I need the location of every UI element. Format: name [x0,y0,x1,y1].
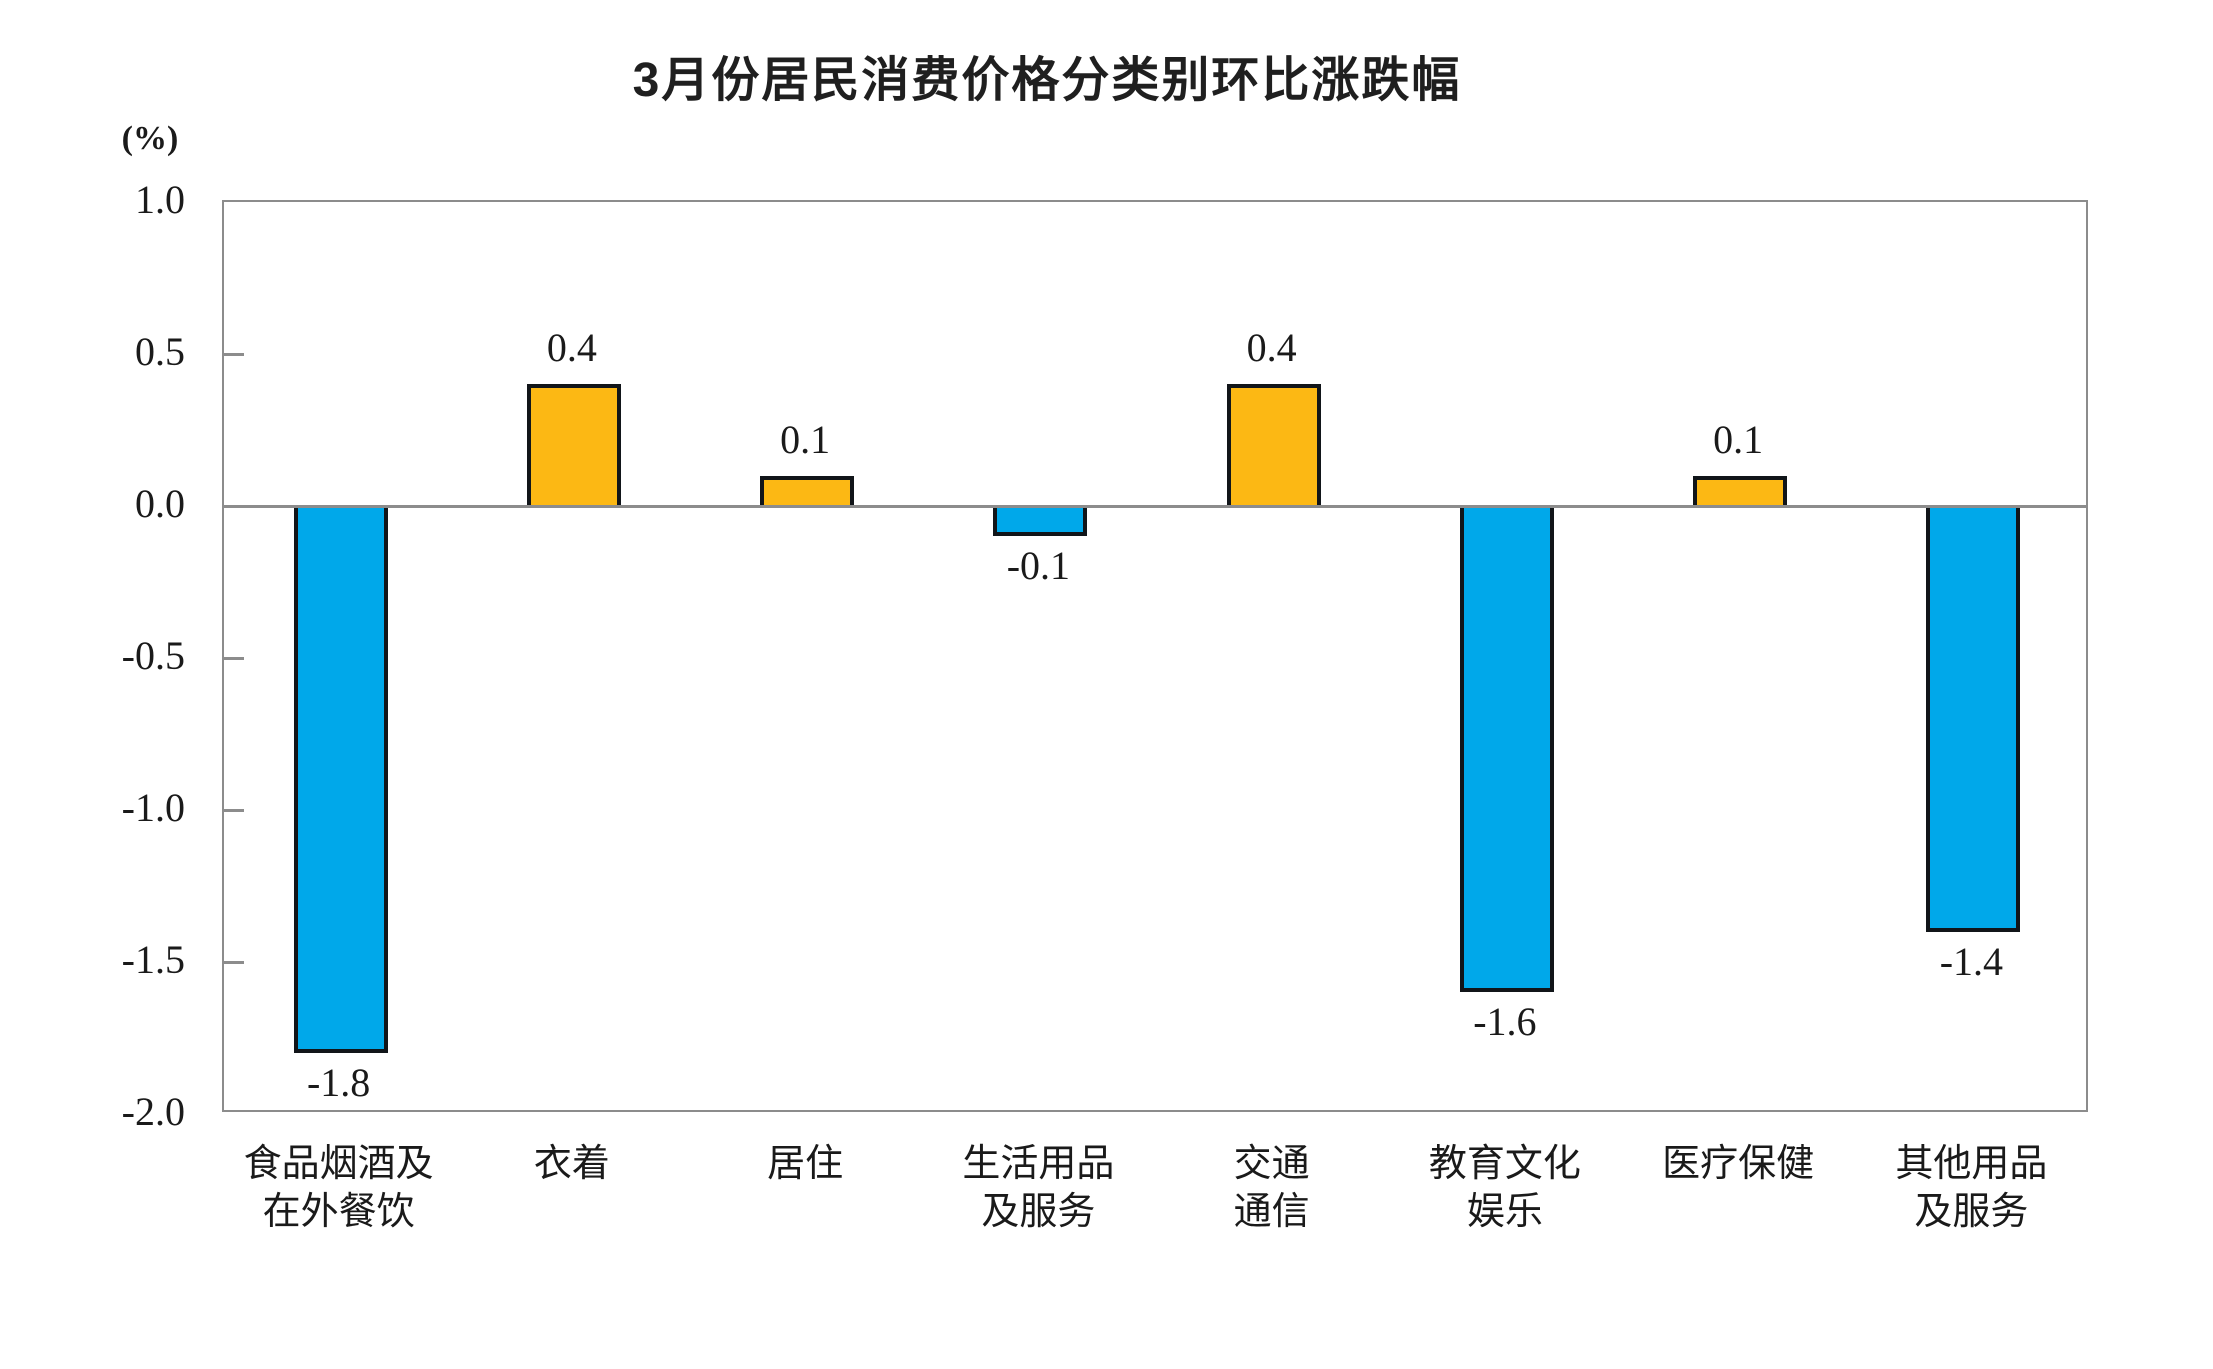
y-axis-tick-label: -1.5 [121,937,185,982]
y-axis-tick [224,808,244,812]
y-axis-unit-label: (%) [121,120,179,157]
x-axis-label-line: 交通 [1233,1143,1310,1185]
x-axis-label: 衣着 [412,1140,732,1188]
zero-line [224,504,2086,508]
bar-value-label: -1.6 [1473,999,1537,1045]
x-axis-label: 其他用品 及服务 [1811,1140,2131,1236]
bar-value-label: 0.4 [1246,325,1297,371]
y-axis-tick [224,960,244,964]
x-axis-label-line: 居住 [767,1143,844,1185]
bar-value-label: -1.8 [306,1060,371,1106]
bar [526,384,621,506]
x-axis-label-line: 食品烟酒及 [243,1143,434,1185]
y-axis-tick-label: -2.0 [121,1089,185,1134]
bar [293,506,388,1054]
x-axis-label: 食品烟酒及 在外餐饮 [179,1140,499,1236]
bar [760,475,855,506]
x-axis-label: 交通 通信 [1112,1140,1432,1236]
bar [1693,475,1788,506]
y-axis-tick-label: -0.5 [121,633,185,678]
x-axis-label-line: 及服务 [981,1191,1096,1233]
x-axis-label-line: 生活用品 [962,1143,1115,1185]
x-axis-label-line: 教育文化 [1428,1143,1581,1185]
chart-title: 3月份居民消费价格分类别环比涨跌幅 [632,54,1462,107]
bar-value-label: -0.1 [1006,543,1071,589]
x-axis-label-line: 其他用品 [1895,1143,2048,1185]
y-axis-tick-label: 1.0 [135,177,185,222]
bar-value-label: 0.4 [546,325,597,371]
y-axis-tick-label: -1.0 [121,785,185,830]
x-axis-label: 医疗保健 [1578,1140,1898,1188]
x-axis-label-line: 及服务 [1914,1191,2029,1233]
x-axis-label: 教育文化 娱乐 [1345,1140,1665,1236]
x-axis-label: 生活用品 及服务 [878,1140,1198,1236]
x-axis-label-line: 衣着 [533,1143,610,1185]
bar [1226,384,1321,506]
bar-value-label: 0.1 [1713,416,1764,462]
x-axis-label-line: 通信 [1233,1191,1310,1233]
bar [1459,506,1554,993]
bar [1926,506,2021,932]
y-axis-tick-label: 0.5 [135,329,185,374]
bar-value-label: -1.4 [1939,938,2004,984]
y-axis-tick [224,352,244,356]
plot-area [222,200,2088,1112]
y-axis-tick-label: 0.0 [135,481,185,526]
x-axis-label-line: 医疗保健 [1662,1143,1815,1185]
x-axis-label-line: 娱乐 [1466,1191,1543,1233]
bar [993,506,1088,537]
x-axis-label: 居住 [645,1140,965,1188]
bar-value-label: 0.1 [780,416,831,462]
y-axis-tick [224,656,244,660]
x-axis-label-line: 在外餐饮 [262,1191,415,1233]
